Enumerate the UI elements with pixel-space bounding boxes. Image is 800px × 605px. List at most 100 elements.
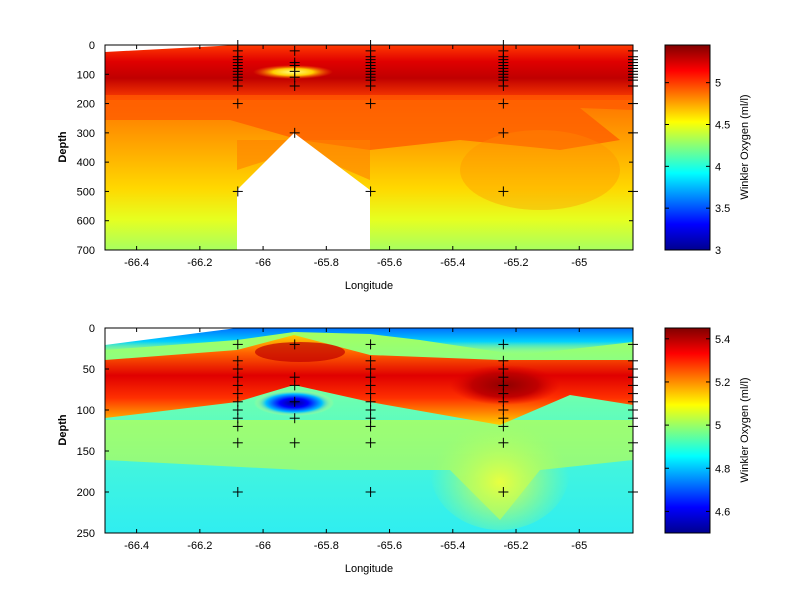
colorbar-tick-label: 3.5 [715,203,730,215]
station-sample-marker [365,421,376,432]
y-tick-label: 0 [89,323,95,335]
top-colorbar-gradient [664,44,711,251]
station-sample-marker [365,437,376,448]
y-tick-label: 50 [83,364,95,376]
station-sample-marker [365,339,376,350]
station-sample-marker [628,487,638,497]
x-tick-label: -65 [571,257,587,269]
y-tick-label: 0 [89,40,95,52]
colorbar-tick-label: 5.4 [715,334,730,346]
bottom-y-axis-label: Depth [57,414,69,445]
station-sample-marker [232,98,243,109]
top-x-tick-labels: -66.4 -66.2 -66 -65.8 -65.6 -65.4 -65.2 -65 [124,45,587,269]
station-sample-marker [289,72,300,83]
colorbar-tick-label: 5 [715,78,721,90]
station-sample-marker [232,186,243,197]
x-tick-label: -66.4 [124,257,149,269]
station-sample-marker [289,127,300,138]
x-tick-label: -65.6 [377,257,402,269]
x-tick-label: -66.2 [187,540,212,552]
station-sample-marker [232,487,243,497]
x-tick-label: -65.2 [503,257,528,269]
bottom-contour-fill [105,328,633,533]
bottom-y-tick-labels: 0 50 100 150 200 250 [77,323,633,540]
colorbar-tick-label: 5 [715,420,721,432]
station-sample-marker [498,81,509,91]
bottom-colorbar: 4.6 4.8 5 5.2 5.4 Winkler Oxygen (ml/l) [664,327,751,534]
station-sample-marker [232,81,243,91]
top-panel: -66.4 -66.2 -66 -65.8 -65.6 -65.4 -65.2 -65 0 10… [57,40,638,292]
station-sample-marker [498,487,509,497]
station-sample-marker [289,380,300,391]
station-sample-marker [498,186,509,197]
top-y-axis-label: Depth [57,131,69,162]
station-sample-marker [628,339,638,350]
colorbar-tick-label: 4.8 [715,463,730,475]
bottom-colorbar-ticks: 4.6 4.8 5 5.2 5.4 [665,334,730,518]
station-sample-marker [628,81,638,91]
top-contour-fill [105,45,633,250]
station-sample-marker [365,186,376,197]
bottom-panel: -66.4 -66.2 -66 -65.8 -65.6 -65.4 -65.2 -65 0 50… [57,323,638,575]
y-tick-label: 500 [77,186,95,198]
x-tick-label: -66.4 [124,540,149,552]
station-sample-marker [232,437,243,448]
x-tick-label: -65 [571,540,587,552]
station-sample-marker [289,413,300,424]
colorbar-tick-label: 5.2 [715,377,730,389]
colorbar-tick-label: 3 [715,245,721,257]
top-station-markers [232,40,638,197]
bottom-colorbar-gradient [664,327,711,534]
station-sample-marker [498,339,509,350]
station-sample-marker [628,421,638,432]
station-sample-marker [289,437,300,448]
y-tick-label: 200 [77,99,95,111]
x-tick-label: -65.4 [440,257,465,269]
station-sample-marker [289,45,300,56]
station-sample-marker [498,421,509,432]
y-tick-label: 300 [77,128,95,140]
y-tick-label: 100 [77,405,95,417]
x-tick-label: -66 [255,257,271,269]
station-sample-marker [365,98,376,109]
colorbar-tick-label: 4.5 [715,119,730,131]
bottom-colorbar-label: Winkler Oxygen (ml/l) [739,377,751,482]
x-tick-label: -66.2 [187,257,212,269]
station-sample-marker [289,339,300,350]
x-tick-label: -65.6 [377,540,402,552]
y-tick-label: 400 [77,157,95,169]
station-sample-marker [498,437,509,448]
station-sample-marker [628,98,638,109]
station-sample-marker [365,81,376,91]
station-sample-marker [365,487,376,497]
top-colorbar-ticks: 3 3.5 4 4.5 5 [665,78,730,257]
station-sample-marker [498,98,509,109]
y-tick-label: 700 [77,245,95,257]
x-tick-label: -65.4 [440,540,465,552]
station-sample-marker [232,339,243,350]
bottom-x-tick-labels: -66.4 -66.2 -66 -65.8 -65.6 -65.4 -65.2 -65 [124,328,587,552]
x-tick-label: -65.8 [314,540,339,552]
y-tick-label: 100 [77,69,95,81]
station-sample-marker [498,127,509,138]
station-sample-marker [628,186,638,197]
x-tick-label: -65.2 [503,540,528,552]
y-tick-label: 200 [77,487,95,499]
y-tick-label: 600 [77,216,95,228]
y-tick-label: 150 [77,446,95,458]
colorbar-tick-label: 4.6 [715,506,730,518]
station-sample-marker [628,437,638,448]
x-tick-label: -65.8 [314,257,339,269]
top-x-axis-label: Longitude [345,280,393,292]
colorbar-tick-label: 4 [715,161,721,173]
station-sample-marker [289,396,300,407]
bottom-x-axis-label: Longitude [345,563,393,575]
top-colorbar-label: Winkler Oxygen (ml/l) [739,94,751,199]
station-sample-marker [628,127,638,138]
station-sample-marker [289,81,300,91]
x-tick-label: -66 [255,540,271,552]
bottom-station-markers [232,339,638,497]
top-colorbar: 3 3.5 4 4.5 5 Winkler Oxygen (ml/l) [664,44,751,257]
